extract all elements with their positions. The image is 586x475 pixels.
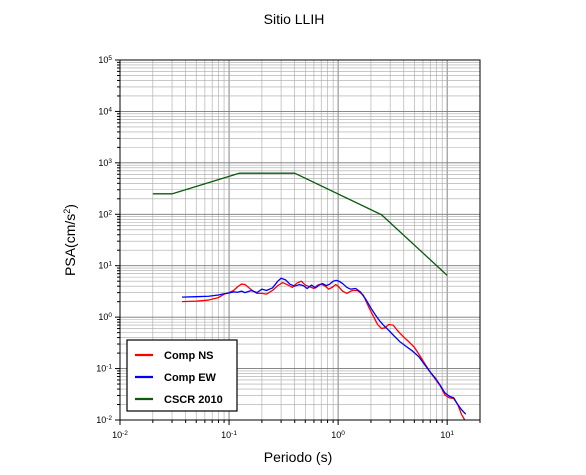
x-tick-label-exp: 0 [341,430,345,437]
y-axis-label-sup: 2 [62,209,72,214]
y-tick-label: 10-2 [96,415,112,426]
y-tick-label-base: 10 [98,158,108,168]
y-tick-label-exp: 5 [108,55,112,62]
y-tick-label: 101 [98,260,112,271]
y-tick-label: 105 [98,55,112,66]
x-tick-label-base: 10 [221,430,231,440]
x-tick-label-exp: -1 [231,430,237,437]
x-tick-label-base: 10 [112,430,122,440]
y-tick-label: 102 [98,209,112,220]
x-tick-label: 101 [440,430,454,441]
y-tick-label-exp: 4 [108,106,112,113]
tick-marks [115,59,481,425]
y-tick-label-base: 10 [96,364,106,374]
legend: Comp NS Comp EW CSCR 2010 [126,339,238,412]
legend-label-1: Comp NS [164,350,214,362]
y-axis-label: PSA(cm/s2) [62,204,78,276]
y-tick-label-exp: 0 [108,312,112,319]
plot-frame [119,59,481,421]
y-tick-label: 100 [98,312,112,323]
y-axis-label-main: PSA(cm/s [62,214,78,276]
legend-label-3: CSCR 2010 [164,394,223,406]
legend-label-2: Comp EW [164,372,217,384]
y-tick-label-base: 10 [98,106,108,116]
y-tick-label-exp: 2 [108,209,112,216]
x-tick-label: 100 [331,430,345,441]
x-tick-label: 10-2 [112,430,128,441]
y-tick-label-base: 10 [96,415,106,425]
x-tick-label-base: 10 [440,430,450,440]
x-tick-label-base: 10 [331,430,341,440]
y-tick-label-base: 10 [98,312,108,322]
y-tick-label-exp: -1 [106,363,112,370]
y-tick-label-exp: 3 [108,157,112,164]
x-axis-label: Periodo (s) [264,449,332,465]
y-tick-label-exp: -2 [106,415,112,422]
y-tick-label-exp: 1 [108,260,112,267]
y-tick-label-base: 10 [98,55,108,65]
chart-title: Sitio LLIH [264,11,325,27]
series-line-3 [152,172,448,276]
x-tick-label-exp: -2 [122,430,128,437]
y-tick-label: 10-1 [96,363,112,374]
grid [119,59,481,421]
y-axis-label-close: ) [62,204,78,209]
y-tick-label-base: 10 [98,209,108,219]
y-tick-label-base: 10 [98,261,108,271]
series-line-1 [181,280,466,421]
y-tick-label: 104 [98,106,112,117]
y-tick-label: 103 [98,157,112,168]
series-line-2 [181,277,467,415]
x-tick-label: 10-1 [221,430,237,441]
x-tick-label-exp: 1 [450,430,454,437]
series-layer [152,172,467,421]
